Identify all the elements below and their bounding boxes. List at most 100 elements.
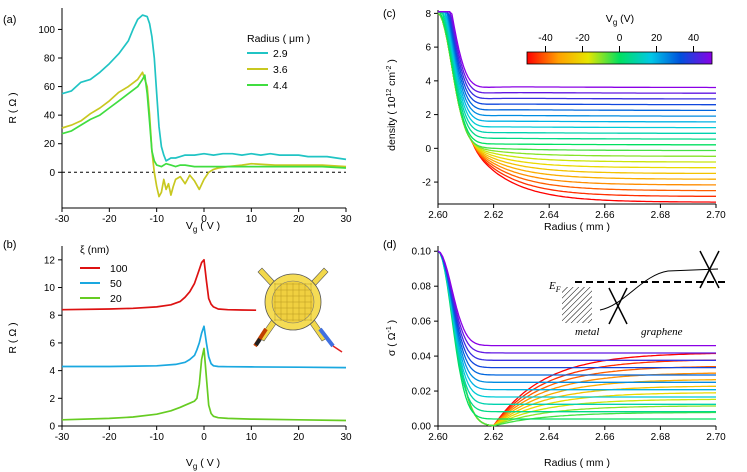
density-curve-vg--35 [437,12,716,186]
b-x-tick-label: 30 [340,432,352,443]
b-y-tick-label: 0 [49,422,55,433]
conductivity-curve-vg-15 [437,250,716,398]
density-curve-vg--20 [437,12,716,169]
b-x-tick-label: -20 [102,432,117,443]
panel-b-x-axis-label: Vg ( V ) [186,457,220,471]
b-y-tick-label: 8 [49,311,55,322]
conductivity-curve-vg-10 [437,250,716,405]
panel-a-x-axis-label-main: V [186,220,193,232]
d-x-tick-label: 2.70 [706,432,726,443]
panel-c-y-axis-label-sup1: 12 [386,89,393,97]
conductivity-curve-vg-20 [437,250,716,391]
colorbar-tick-label: -40 [538,33,553,44]
a-x-tick-label: 30 [340,214,352,225]
c-x-tick-label: 2.62 [484,210,504,221]
c-x-tick-label: 2.70 [706,210,726,221]
conductivity-curve-vg-25 [437,250,716,383]
b-y-tick-label: 10 [44,283,56,294]
conductivity-curve-vg-5 [437,250,716,413]
panel-a-legend-title: Radius ( μm ) [247,33,310,45]
legend-label-20: 20 [110,293,122,305]
density-curve-vg--10 [437,12,716,157]
panel-c-y-axis-label-main: density ( 10 [386,96,398,150]
metal-label: metal [575,326,599,338]
panel-b-x-axis-label-sub: g [193,462,197,471]
colorbar-gradient [526,51,713,65]
c-x-tick-label: 2.60 [428,210,448,221]
b-x-tick-label: -10 [149,432,164,443]
density-curve-vg-40 [438,11,716,100]
panel-b: (b) R ( Ω ) Vg ( V ) -30 -20 -10 0 10 20 30 0 2 4… [3,239,352,471]
density-curve-vg--50 [437,12,716,203]
colorbar-title-sub: g [613,18,617,27]
panel-d-y-axis-label-end: ) [386,320,398,326]
panel-d-x-axis-label: Radius ( mm ) [544,457,610,469]
conductivity-curve-vg--15 [437,250,716,427]
c-y-tick-label: 0 [425,144,431,155]
panel-b-legend: ξ (nm) 100 50 20 [80,244,128,305]
a-x-tick-label: -20 [102,214,117,225]
b-x-tick-label: 0 [201,432,207,443]
c-x-tick-label: 2.64 [539,210,559,221]
panel-a-series [61,14,347,198]
density-curve-vg-0 [437,11,716,146]
device-grid-pattern [274,283,312,321]
c-y-tick-label: 8 [425,9,431,20]
b-series-line-100 [61,258,257,312]
conductivity-curve-vg-50 [437,250,716,347]
density-curve-vg-35 [438,11,716,106]
panel-d-series [437,250,717,427]
density-curve-vg--15 [437,12,716,163]
a-y-tick-label: 60 [44,82,56,93]
d-y-tick-label: 0.04 [412,352,432,363]
density-curve-vg--40 [437,12,716,192]
fermi-level-label-main: E [548,280,556,292]
colorbar-tick-label: 0 [617,33,623,44]
panel-b-axes: -30 -20 -10 0 10 20 30 0 2 4 6 8 10 12 [44,246,352,443]
conductivity-curve-vg-0 [437,250,716,420]
c-x-tick-label: 2.68 [651,210,671,221]
a-x-tick-label: -30 [55,214,70,225]
a-y-tick-label: 0 [49,168,55,179]
panel-b-label: (b) [3,239,16,251]
a-y-tick-label: 80 [44,54,56,65]
a-y-tick-label: 100 [38,25,55,36]
panel-c-y-axis-label-sup2: -2 [386,65,393,71]
d-y-tick-label: 0.00 [412,422,432,433]
c-y-tick-label: 2 [425,110,431,121]
d-y-tick-label: 0.02 [412,387,432,398]
density-curve-vg--45 [437,12,716,197]
panel-a: (a) R ( Ω ) Vg ( V ) -30 -20 -10 0 10 20 30 0 20… [3,8,352,234]
panel-b-y-axis-label: R ( Ω ) [7,322,19,353]
c-y-tick-label: 6 [425,43,431,54]
a-x-tick-label: 10 [246,214,258,225]
c-x-tick-label: 2.66 [595,210,615,221]
b-x-tick-label: 10 [246,432,258,443]
density-curve-vg-10 [438,11,716,134]
panel-c-y-axis-label-mid: cm [386,72,398,89]
c-y-tick-label: -2 [422,178,431,189]
a-y-tick-label: 20 [44,139,56,150]
conductivity-curve-vg-30 [437,250,716,376]
colorbar-tick-label: 40 [688,33,700,44]
b-y-tick-label: 4 [49,366,55,377]
legend-label-4.4: 4.4 [273,80,288,92]
a-x-tick-label: 20 [293,214,305,225]
colorbar-tick-label: 20 [651,33,663,44]
fermi-level-label-sub: F [555,285,561,294]
metal-hatched-region [562,287,592,323]
density-curve-vg-50 [438,11,716,89]
a-x-tick-label: 0 [201,214,207,225]
a-series-line-2.9 [61,14,347,162]
colorbar: Vg (V) -40 -20 0 20 40 [526,13,713,65]
device-schematic-inset [253,267,343,353]
panel-b-series [61,258,347,422]
panel-c-y-axis-label-end: ) [386,59,398,65]
conductivity-curve-vg-45 [437,250,716,354]
panel-a-y-axis-label: R ( Ω ) [7,92,19,123]
conductivity-curve-vg-40 [437,250,716,361]
panel-d-label: (d) [383,239,396,251]
density-curve-vg-30 [438,11,716,112]
panel-c-y-axis-label: density ( 1012 cm-2 ) [386,59,398,151]
